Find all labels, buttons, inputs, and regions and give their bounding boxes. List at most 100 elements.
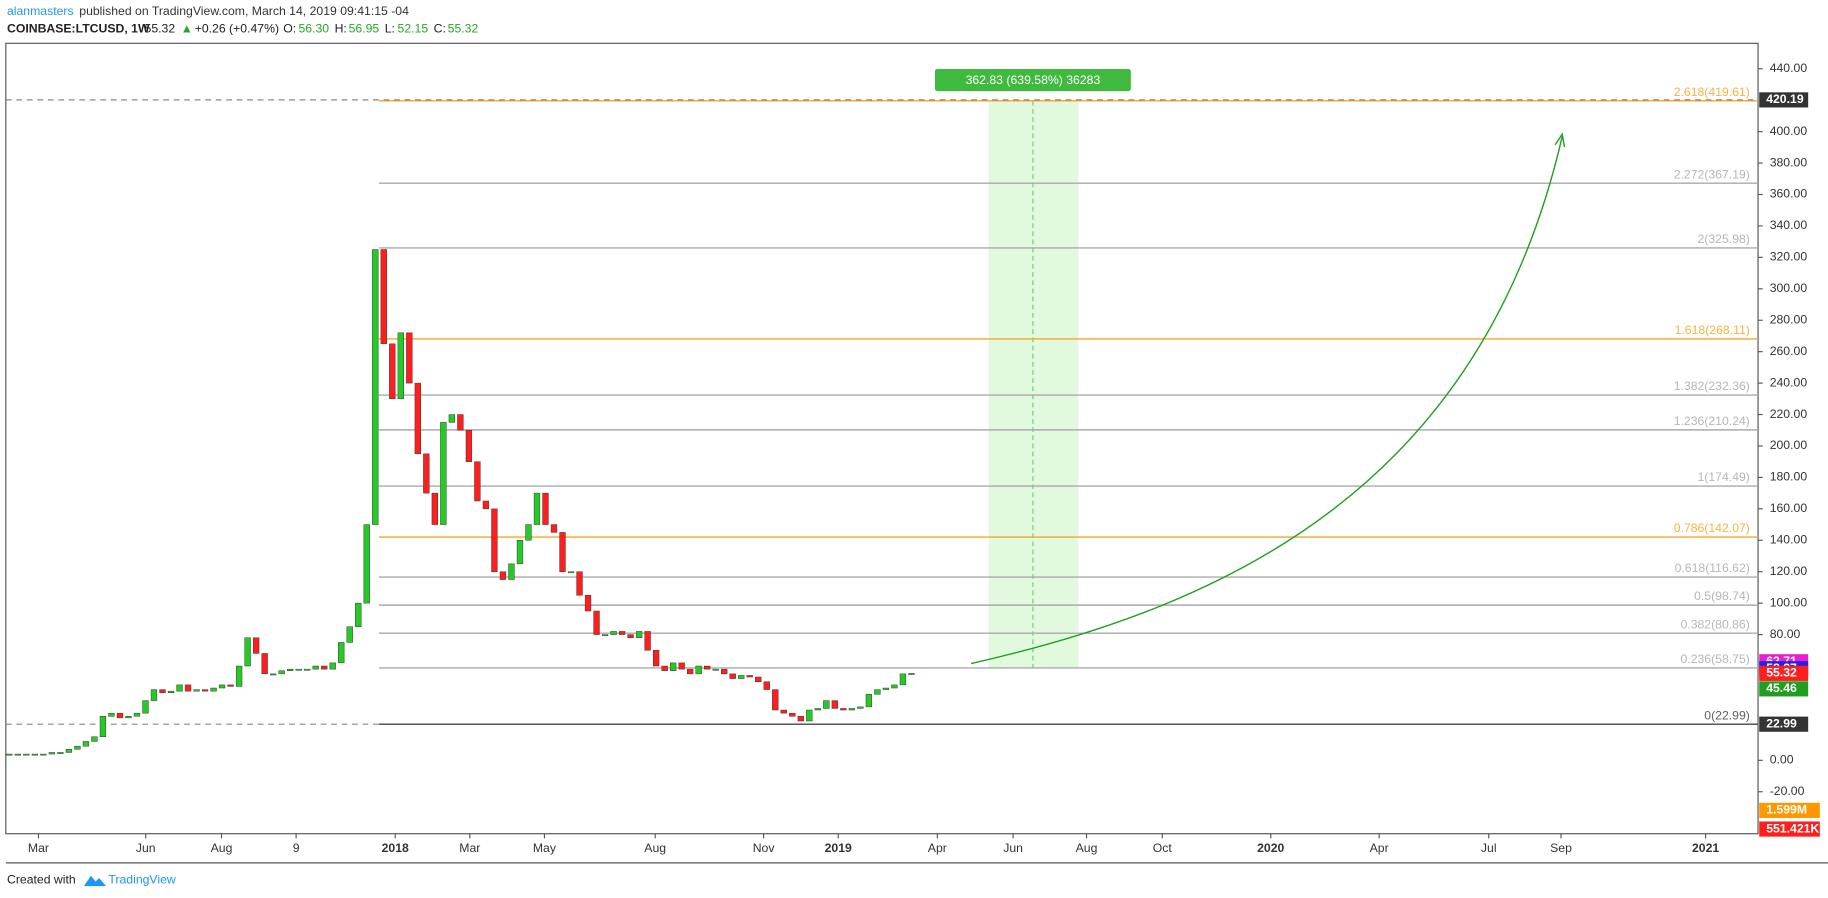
candle bbox=[823, 700, 830, 709]
candle bbox=[321, 665, 328, 670]
y-tick-label: 160.00 bbox=[1770, 501, 1808, 515]
fib-label: 1.618(268.11) bbox=[1675, 323, 1750, 337]
y-tick-label: 360.00 bbox=[1770, 187, 1808, 201]
x-tick-label: 2018 bbox=[382, 841, 409, 855]
candle bbox=[108, 712, 115, 717]
fib-label: 0(22.99) bbox=[1704, 708, 1750, 722]
fib-label: 1(174.49) bbox=[1698, 470, 1750, 484]
candle bbox=[704, 665, 711, 670]
x-tick-label: Aug bbox=[211, 841, 233, 855]
measure-label-bg bbox=[934, 68, 1131, 92]
o-value: 56.30 bbox=[298, 22, 329, 36]
measure-zone bbox=[988, 100, 1079, 668]
candle bbox=[23, 753, 30, 756]
x-tick-label: Mar bbox=[459, 841, 480, 855]
candle bbox=[372, 249, 379, 525]
y-tick-label: 400.00 bbox=[1770, 124, 1808, 138]
candle bbox=[218, 684, 226, 689]
fib-label: 0.382(80.86) bbox=[1680, 617, 1749, 631]
candle bbox=[499, 571, 507, 580]
candle bbox=[6, 753, 13, 756]
x-tick-label: Apr bbox=[1370, 841, 1389, 855]
arrow: ▲ bbox=[181, 22, 193, 36]
y-tick-label: 260.00 bbox=[1770, 344, 1808, 358]
x-tick-label: Oct bbox=[1153, 841, 1173, 855]
candle bbox=[874, 689, 881, 695]
y-tick-label: 320.00 bbox=[1770, 250, 1808, 264]
y-tick-label: 100.00 bbox=[1770, 595, 1808, 609]
candle bbox=[593, 610, 600, 635]
candle bbox=[491, 508, 498, 572]
candle bbox=[661, 665, 668, 671]
y-tick-label: 240.00 bbox=[1770, 375, 1808, 389]
fib-label: 2.272(367.19) bbox=[1674, 167, 1750, 181]
candle bbox=[474, 461, 481, 502]
candle bbox=[610, 631, 617, 635]
candle bbox=[414, 382, 421, 455]
candle bbox=[244, 637, 251, 667]
y-tick-label: 380.00 bbox=[1770, 155, 1808, 169]
candle bbox=[635, 631, 643, 638]
h-label: H: bbox=[335, 22, 347, 36]
price-badge bbox=[1759, 92, 1809, 108]
candle bbox=[57, 752, 64, 754]
y-tick-label: 440.00 bbox=[1770, 61, 1808, 75]
candle bbox=[227, 684, 234, 687]
candle bbox=[457, 414, 464, 431]
candle bbox=[814, 708, 821, 711]
fib-label: 2(325.98) bbox=[1698, 232, 1750, 246]
footer-brand[interactable]: TradingView bbox=[108, 873, 175, 887]
candle bbox=[270, 673, 277, 676]
symbol: COINBASE:LTCUSD, 1W bbox=[7, 22, 150, 36]
candle bbox=[789, 712, 796, 717]
candle bbox=[721, 668, 728, 675]
x-tick-label: Aug bbox=[644, 841, 666, 855]
candle bbox=[210, 687, 217, 692]
candle bbox=[304, 668, 311, 671]
author[interactable]: alanmasters bbox=[7, 4, 74, 18]
price-badge-label: 420.19 bbox=[1766, 92, 1804, 106]
candle bbox=[167, 690, 175, 693]
plot-frame bbox=[5, 42, 1759, 835]
volume-badge-label: 1.599M bbox=[1766, 803, 1807, 817]
candle bbox=[397, 332, 404, 400]
candle bbox=[278, 670, 285, 675]
candle bbox=[882, 687, 890, 690]
price-badge-label: 22.99 bbox=[1766, 716, 1797, 730]
y-tick-label: 180.00 bbox=[1770, 470, 1808, 484]
y-tick-label: 80.00 bbox=[1770, 627, 1801, 641]
candle bbox=[899, 673, 907, 686]
candle bbox=[14, 753, 21, 756]
y-tick-label: 140.00 bbox=[1770, 533, 1808, 547]
candle bbox=[193, 689, 200, 692]
candle bbox=[525, 524, 532, 541]
candle bbox=[831, 700, 838, 709]
x-tick-label: 9 bbox=[293, 841, 300, 855]
y-tick-label: 340.00 bbox=[1770, 218, 1808, 232]
candle bbox=[678, 662, 685, 670]
candle bbox=[891, 684, 898, 689]
candle bbox=[406, 332, 413, 384]
candle bbox=[857, 706, 864, 709]
volume-badge-label: 551.421K bbox=[1766, 821, 1819, 835]
x-tick-label: Jul bbox=[1481, 841, 1497, 855]
candle bbox=[346, 626, 353, 643]
candle bbox=[389, 343, 396, 400]
candle bbox=[848, 708, 856, 711]
candle bbox=[576, 571, 583, 596]
x-tick-label: Jun bbox=[1003, 841, 1023, 855]
x-tick-label: 2020 bbox=[1257, 841, 1284, 855]
candle bbox=[423, 453, 430, 494]
price-badge bbox=[1759, 665, 1809, 681]
candle bbox=[125, 716, 132, 719]
candle bbox=[261, 653, 268, 675]
candle bbox=[176, 684, 183, 692]
candle bbox=[618, 631, 626, 635]
published: published on TradingView.com, March 14, … bbox=[79, 4, 409, 18]
candle bbox=[150, 689, 158, 701]
candle bbox=[652, 650, 660, 667]
candle bbox=[287, 668, 294, 671]
x-tick-label: 2019 bbox=[825, 841, 852, 855]
candle bbox=[329, 662, 336, 670]
